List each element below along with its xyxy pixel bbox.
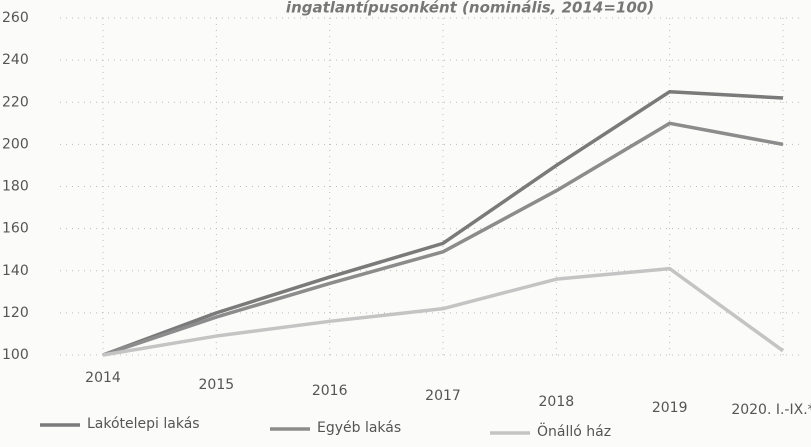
y-tick-label: 140 xyxy=(2,263,29,279)
line-series xyxy=(102,89,784,357)
y-tick-label: 180 xyxy=(2,179,29,195)
line-series xyxy=(102,266,785,357)
legend-label: Lakótelepi lakás xyxy=(87,416,200,432)
x-tick-label: 2018 xyxy=(539,394,575,410)
x-tick-label: 2020. I.-IX.* xyxy=(731,402,811,418)
y-tick-label: 120 xyxy=(2,305,29,321)
x-tick-label: 2017 xyxy=(425,388,461,404)
y-tick-label: 260 xyxy=(2,10,29,26)
legend-label: Önálló ház xyxy=(537,422,611,440)
legend-label: Egyéb lakás xyxy=(317,420,401,436)
y-tick-label: 240 xyxy=(2,52,29,68)
line-series xyxy=(102,121,784,357)
y-tick-label: 100 xyxy=(2,347,29,363)
y-tick-label: 220 xyxy=(2,94,29,110)
y-tick-label: 200 xyxy=(2,136,29,152)
x-tick-label: 2014 xyxy=(85,370,121,386)
chart-title: ingatlantípusonként (nominális, 2014=100… xyxy=(286,0,654,17)
x-tick-label: 2015 xyxy=(199,377,235,393)
x-tick-label: 2019 xyxy=(652,400,688,416)
y-tick-label: 160 xyxy=(2,221,29,237)
x-tick-label: 2016 xyxy=(312,383,348,399)
